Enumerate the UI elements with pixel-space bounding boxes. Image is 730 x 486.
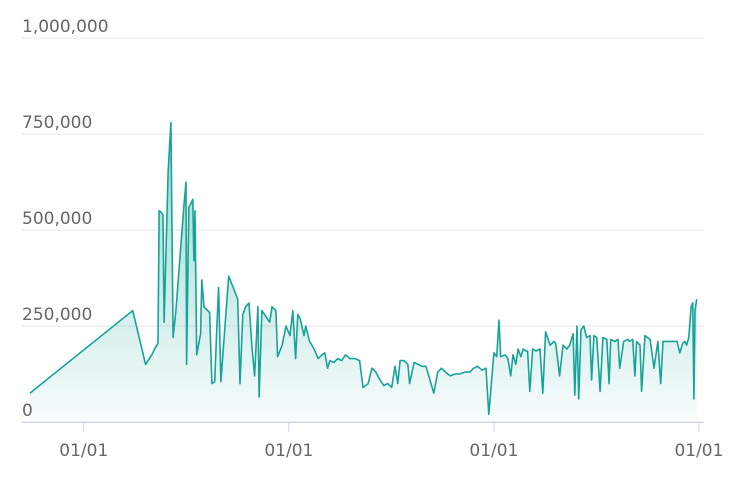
y-tick-label: 500,000 (22, 209, 92, 229)
y-tick-label: 250,000 (22, 305, 92, 325)
x-tick-label: 01/01 (674, 441, 723, 461)
y-tick-label: 750,000 (22, 113, 92, 133)
line (29, 121, 698, 416)
y-tick-label: 0 (22, 401, 33, 421)
x-tick-label: 01/01 (59, 441, 108, 461)
area (29, 122, 697, 422)
x-tick-label: 01/01 (264, 441, 313, 461)
y-tick-label: 1,000,000 (22, 17, 109, 37)
x-tick-label: 01/01 (469, 441, 518, 461)
